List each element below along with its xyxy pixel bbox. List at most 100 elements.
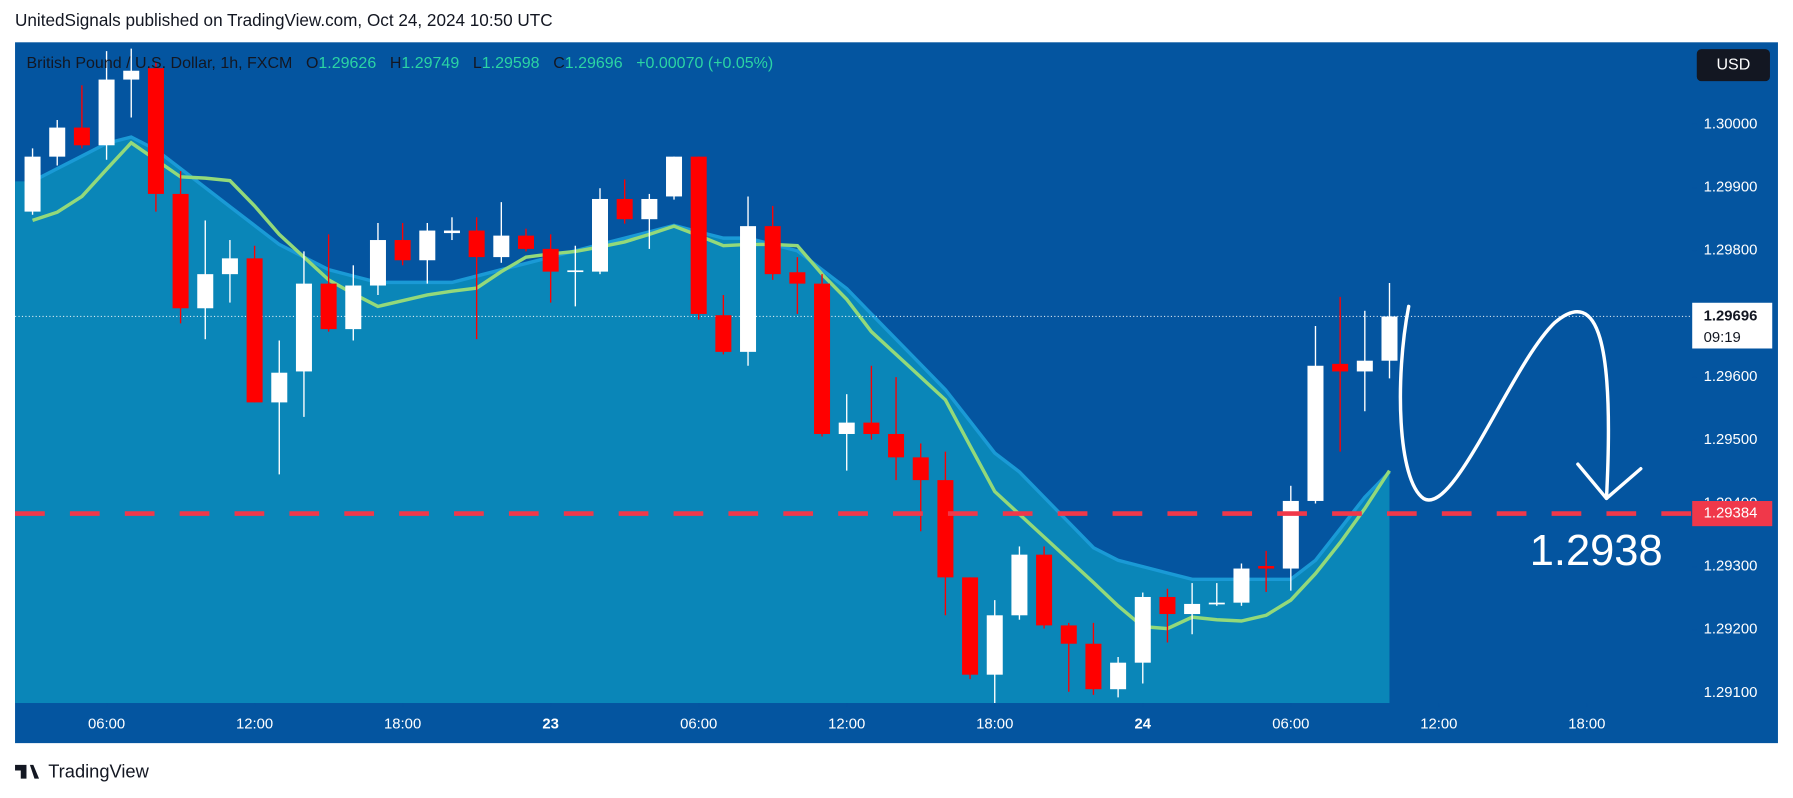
candle-body <box>517 235 534 249</box>
ma-line <box>31 135 1391 582</box>
candle-body <box>468 230 485 258</box>
ohlc-value: 1.29696 <box>565 55 623 72</box>
candle-body <box>295 283 312 372</box>
plot <box>15 48 1693 704</box>
y-tick-label: 1.29100 <box>1704 685 1758 701</box>
annotation: 1.2938 <box>1530 527 1663 575</box>
x-tick-label: 24 <box>1135 717 1152 733</box>
candle-body <box>172 193 189 309</box>
candle-body <box>49 127 66 157</box>
candle-body <box>1208 602 1225 605</box>
candle-body <box>986 615 1003 675</box>
candle-body <box>1159 596 1176 615</box>
candle-body <box>838 422 855 434</box>
candle-body <box>715 315 732 352</box>
candle-body <box>1011 554 1028 616</box>
candle-body <box>123 70 140 80</box>
x-tick-label: 18:00 <box>384 717 421 733</box>
candle-body <box>1036 554 1053 626</box>
candle-body <box>1381 316 1398 361</box>
ohlc-value: 1.29626 <box>318 55 376 72</box>
y-tick-label: 1.29300 <box>1704 559 1758 575</box>
y-tick-label: 1.29500 <box>1704 432 1758 448</box>
ma-line <box>31 140 1391 631</box>
countdown: 09:19 <box>1704 330 1741 346</box>
level-label: 1.29384 <box>1704 506 1758 522</box>
candle-body <box>147 68 164 194</box>
last-price-box <box>1692 302 1773 349</box>
candle-body <box>1085 643 1102 690</box>
drawn-arrow <box>1398 304 1643 502</box>
candle-body <box>666 156 683 197</box>
candle-body <box>73 127 90 146</box>
candle-body <box>1233 568 1250 603</box>
footer-logo: TradingView <box>15 761 150 782</box>
candle-body <box>320 283 337 330</box>
logo-mark <box>15 764 40 779</box>
candle-body <box>962 577 979 675</box>
candle-body <box>814 283 831 434</box>
candle-body <box>616 198 633 220</box>
candle-body <box>369 240 386 286</box>
candle-body <box>1110 662 1127 690</box>
y-tick-label: 1.29900 <box>1704 180 1758 196</box>
candle-body <box>592 198 609 272</box>
candle-body <box>542 248 559 272</box>
y-tick-label: 1.29200 <box>1704 622 1758 638</box>
candle-body <box>1282 500 1299 569</box>
ohlc-label: L <box>473 55 482 72</box>
ohlc-change: +0.00070 (+0.05%) <box>636 55 773 72</box>
candle-body <box>394 240 411 261</box>
candle-body <box>789 272 806 284</box>
candle-body <box>1060 625 1077 644</box>
y-tick-label: 1.30000 <box>1704 116 1758 132</box>
x-tick-label: 12:00 <box>828 717 865 733</box>
candle-body <box>1184 603 1201 615</box>
x-tick-label: 06:00 <box>1272 717 1309 733</box>
currency: USD <box>1716 56 1750 73</box>
chart-title: British Pound / U.S. Dollar, 1h, FXCM <box>26 55 292 72</box>
candle-body <box>1356 360 1373 372</box>
ohlc-label: H <box>390 55 402 72</box>
candle-body <box>1134 596 1151 663</box>
candle-body <box>888 433 905 458</box>
ohlc-label: C <box>553 55 565 72</box>
candle-body <box>493 235 510 258</box>
y-tick-label: 1.29600 <box>1704 369 1758 385</box>
currency-box <box>1696 49 1770 82</box>
candle-body <box>764 226 781 275</box>
ohlc-label: O <box>306 55 318 72</box>
candle-body <box>345 285 362 330</box>
x-tick-label: 06:00 <box>88 717 125 733</box>
candle-body <box>246 258 263 403</box>
candle-body <box>863 422 880 434</box>
x-tick-label: 18:00 <box>1568 717 1605 733</box>
candle-body <box>641 198 658 220</box>
x-tick-label: 12:00 <box>236 717 273 733</box>
x-tick-label: 06:00 <box>680 717 717 733</box>
candle-body <box>221 258 238 275</box>
x-tick-label: 18:00 <box>976 717 1013 733</box>
x-tick-label: 12:00 <box>1420 717 1457 733</box>
x-tick-label: 23 <box>542 717 559 733</box>
candle-body <box>567 270 584 273</box>
footer: TradingView <box>48 761 149 782</box>
candle-body <box>937 480 954 578</box>
last-price-label: 1.29696 <box>1704 308 1758 324</box>
candle-body <box>740 226 757 352</box>
candle-body <box>419 230 436 261</box>
level-box <box>1692 501 1773 527</box>
candle-body <box>1258 566 1275 569</box>
candle-body <box>1332 363 1349 372</box>
candle-body <box>912 457 929 481</box>
candle-body <box>690 156 707 314</box>
chart-legend: British Pound / U.S. Dollar, 1h, FXCM O1… <box>26 55 773 72</box>
header: UnitedSignals published on TradingView.c… <box>15 10 553 30</box>
candle-body <box>271 372 288 403</box>
ohlc-value: 1.29598 <box>482 55 540 72</box>
candle-body <box>1307 365 1324 501</box>
candle-body <box>443 230 460 234</box>
candle-body <box>24 156 41 212</box>
